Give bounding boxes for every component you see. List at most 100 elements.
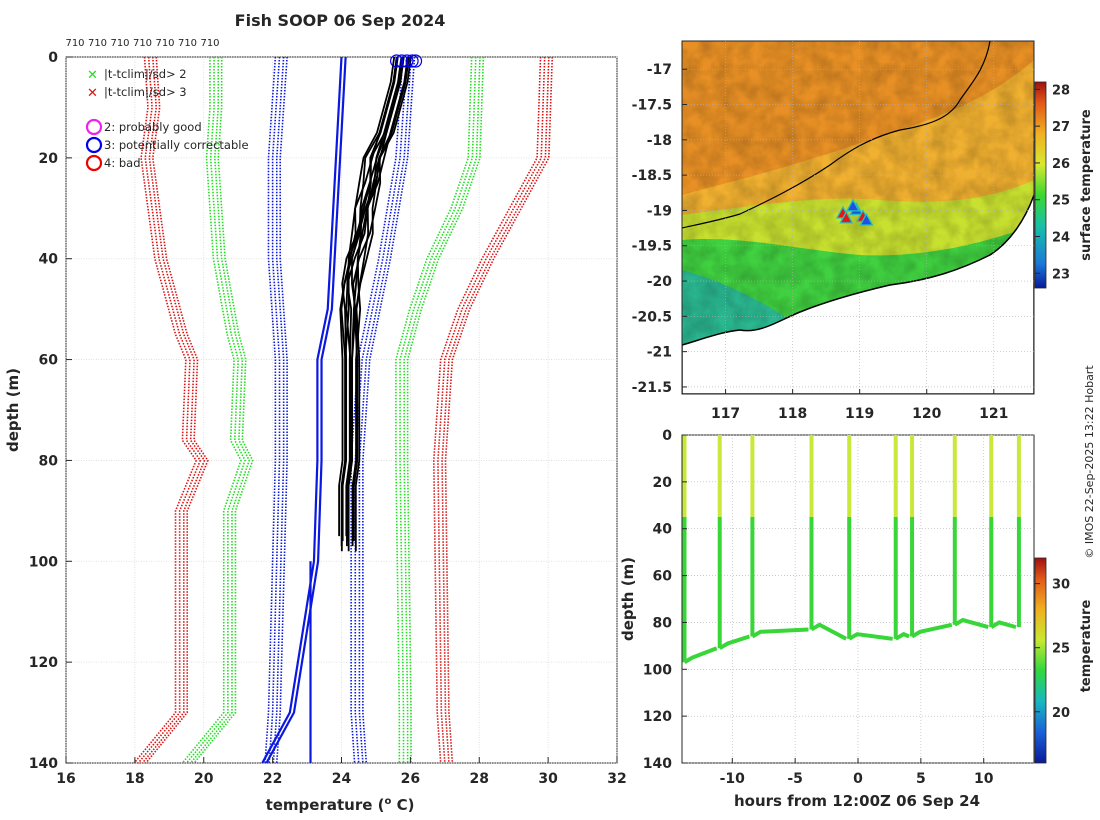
profile-reference-lines — [261, 56, 347, 764]
colorbar-tick-label: 25 — [1052, 194, 1070, 209]
climatology-line — [190, 57, 251, 764]
y-tick-label: -21 — [647, 345, 672, 361]
cast-tow-line — [953, 617, 989, 630]
reference-line — [265, 56, 347, 764]
x-tick-label: 22 — [263, 771, 282, 787]
top-label: 710 — [200, 38, 219, 49]
figure-title: Fish SOOP 06 Sep 2024 — [235, 11, 446, 30]
climatology-line — [358, 56, 412, 764]
y-tick-label: 40 — [653, 522, 673, 538]
timeseries-y-ticks: 0 20 40 60 80 100 120 140 — [643, 428, 687, 772]
legend-label-flag2: 2: probably good — [104, 120, 202, 134]
x-tick-label: 26 — [401, 771, 420, 787]
map-station-markers — [835, 198, 874, 226]
legend-circle-marker — [85, 154, 103, 172]
x-tick-label: 117 — [711, 406, 740, 422]
top-label: 710 — [110, 38, 129, 49]
y-tick-label: -21.5 — [632, 380, 672, 396]
y-tick-label: -20 — [647, 274, 673, 290]
cast-tow-line — [683, 646, 718, 664]
y-tick-label: -20.5 — [632, 309, 672, 325]
legend-label-flag3: 3: potentially correctable — [104, 138, 249, 152]
x-tick-label: 20 — [194, 771, 214, 787]
y-tick-label: -19.5 — [632, 239, 672, 255]
cast-tow-line — [848, 632, 893, 641]
flag-circle — [408, 54, 423, 68]
x-tick-label: 121 — [979, 406, 1008, 422]
climatology-line — [185, 57, 246, 764]
climatology-line — [133, 56, 198, 764]
colorbar-tick-label: 30 — [1052, 578, 1070, 593]
profile-line — [354, 56, 412, 552]
y-tick-label: 120 — [29, 655, 58, 671]
y-tick-label: 80 — [653, 615, 673, 631]
cast-tow-line — [810, 622, 848, 641]
y-tick-label: 20 — [39, 151, 59, 167]
climatology-line — [432, 56, 542, 764]
profile-line — [352, 56, 410, 542]
legend-x-marker: ✕ — [87, 68, 98, 83]
x-tick-label: 28 — [470, 771, 489, 787]
climatology-line — [441, 56, 550, 764]
timeseries-x-ticks: -10 -5 0 5 10 — [720, 758, 994, 787]
timeseries-x-axis-label: hours from 12:00Z 06 Sep 24 — [734, 792, 980, 810]
y-tick-label: -18 — [647, 133, 672, 149]
timeseries-plot-area — [681, 434, 1035, 764]
y-tick-label: 0 — [662, 428, 672, 444]
station-marker — [859, 212, 874, 226]
map-colorbar — [1034, 81, 1047, 289]
profile-legend: ✕ |t-tclim|/sd> 2 ✕ |t-tclim|/sd> 3 2: p… — [85, 67, 249, 172]
y-tick-label: 60 — [39, 353, 59, 369]
x-tick-label: 119 — [845, 406, 874, 422]
legend-label-clim2: |t-tclim|/sd> 2 — [104, 67, 187, 81]
timeseries-y-axis-label: depth (m) — [619, 557, 637, 641]
x-tick-label: -5 — [787, 771, 803, 787]
climatology-line — [268, 56, 281, 764]
profile-x-axis-label: temperature (o C) — [266, 796, 415, 814]
profile-line — [345, 56, 403, 547]
top-label: 710 — [155, 38, 174, 49]
profile-x-ticks: 16 18 20 22 24 26 28 30 32 — [56, 757, 627, 787]
x-tick-label: 30 — [538, 771, 558, 787]
climatology-line — [141, 56, 206, 764]
y-tick-label: 140 — [643, 756, 672, 772]
climatology-line — [264, 56, 277, 764]
legend-x-marker: ✕ — [87, 86, 98, 101]
cast-tow-line — [911, 622, 953, 639]
top-label: 710 — [178, 38, 197, 49]
map-x-ticks: 117 118 119 120 121 — [711, 389, 1008, 422]
map-colorbar-ticks: 23 24 25 26 27 28 — [1035, 83, 1070, 282]
colorbar-tick-label: 24 — [1052, 231, 1070, 246]
timeseries-grid — [682, 434, 1034, 764]
flag-circle — [400, 54, 414, 68]
climatology-line — [137, 56, 202, 764]
climatology-line — [193, 57, 254, 764]
top-label: 710 — [133, 38, 152, 49]
x-tick-label: 0 — [853, 771, 863, 787]
station-marker — [845, 198, 861, 212]
colorbar-tick-label: 28 — [1052, 83, 1070, 98]
timeseries-colorbar-label: temperature — [1079, 600, 1094, 693]
colorbar-tick-label: 20 — [1052, 706, 1070, 721]
profile-top-labels: 710 710 710 710 710 710 710 — [65, 38, 219, 49]
x-tick-label: 24 — [332, 771, 352, 787]
y-tick-label: 100 — [29, 554, 58, 570]
station-marker — [839, 210, 854, 224]
map-isobath — [682, 41, 991, 229]
map-colorbar-label: surface temperature — [1079, 109, 1094, 261]
profile-y-ticks: 0 20 40 60 80 100 120 140 — [29, 50, 72, 772]
legend-circle-marker — [85, 118, 103, 136]
climatology-line — [272, 56, 285, 764]
y-tick-label: 60 — [653, 569, 673, 585]
climatology-line — [145, 56, 209, 764]
climatology-line — [275, 56, 288, 764]
timeseries-casts — [682, 435, 1021, 664]
x-tick-label: 120 — [912, 406, 941, 422]
map-grid — [682, 41, 1034, 394]
y-tick-label: 40 — [39, 252, 59, 268]
x-tick-label: 32 — [607, 771, 626, 787]
cast-tow-line — [718, 634, 751, 650]
y-tick-label: 80 — [39, 453, 59, 469]
x-tick-label: -10 — [720, 771, 746, 787]
